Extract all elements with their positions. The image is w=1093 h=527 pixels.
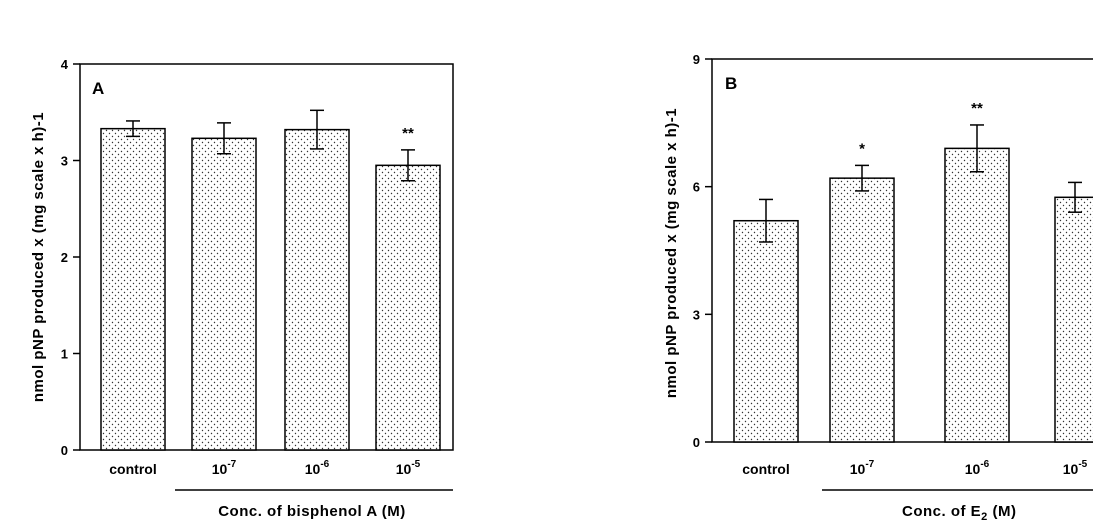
bars-b: *** [733,100,1093,443]
bar [829,177,895,443]
x-axis-title-b-sub: 2 [981,511,988,523]
bar [1054,196,1093,443]
y-tick-label: 3 [693,307,700,322]
y-tick-label: 6 [693,180,700,195]
y-tick-label: 3 [61,154,68,169]
y-tick-label: 0 [693,435,700,450]
significance-marker: ** [402,125,414,142]
category-label: 10-7 [850,459,875,477]
panel-label-b: B [725,74,737,93]
y-tick-label: 9 [693,52,700,67]
bar [733,219,799,443]
y-axis-title-a: nmol pNP produced x (mg scale x h)-1 [30,112,47,402]
category-label: 10-6 [965,459,990,477]
panel-a: A nmol pNP produced x (mg scale x h)-1 *… [30,57,454,520]
y-tick-label: 4 [61,57,69,72]
category-label: control [742,461,789,477]
category-labels-b: control 10-7 10-6 10-5 [742,459,1087,477]
x-axis-title-b-prefix: Conc. of E [902,503,981,520]
y-ticks-b: 0 3 6 9 [693,52,712,450]
category-label: control [109,461,156,477]
x-axis-title-a: Conc. of bisphenol A (M) [218,503,406,520]
panel-b: B nmol pNP produced x (mg scale x h)-1 *… [663,52,1093,523]
bars-a: ** [100,109,441,451]
plot-frame-b [711,58,1093,443]
bar [191,137,257,451]
category-label: 10-7 [212,459,237,477]
category-label: 10-5 [396,459,421,477]
bar [284,128,350,451]
x-axis-title-b-suffix: (M) [988,503,1017,520]
significance-marker: ** [971,100,983,117]
y-axis-title-b: nmol pNP produced x (mg scale x h)-1 [663,108,680,398]
y-tick-label: 1 [61,347,68,362]
y-tick-label: 0 [61,443,68,458]
category-labels-a: control 10-7 10-6 10-5 [109,459,420,477]
y-ticks-a: 0 1 2 3 4 [61,57,80,458]
panel-label-a: A [92,79,104,98]
significance-marker: * [859,140,865,157]
bar [375,164,441,451]
x-axis-title-b: Conc. of E2 (M) [902,503,1016,523]
category-label: 10-5 [1063,459,1088,477]
bar [944,147,1010,443]
y-tick-label: 2 [61,250,68,265]
category-label: 10-6 [305,459,330,477]
bar [100,127,166,451]
